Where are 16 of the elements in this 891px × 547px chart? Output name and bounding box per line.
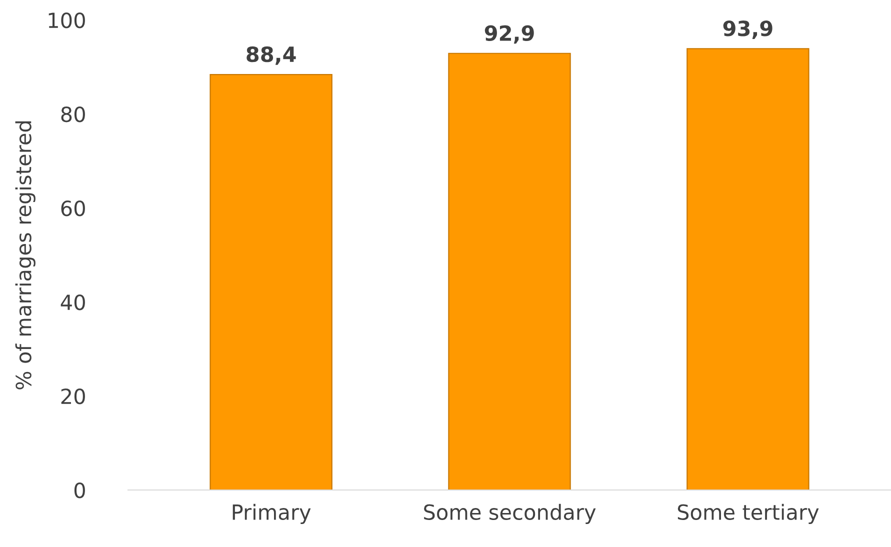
bar [448,52,571,490]
y-tick-label: 40 [60,294,85,310]
x-tick-label: Primary [232,504,311,524]
bar [210,74,332,490]
y-tick-label: 0 [74,482,85,498]
y-tick-label: 60 [61,200,85,216]
x-tick-label: Some secondary [424,504,596,524]
bar [686,48,810,490]
y-axis-title: % of marriages registered [15,121,36,390]
data-label: 92,9 [484,25,534,44]
data-label: 88,4 [246,46,296,65]
y-tick-label: 100 [48,12,85,28]
data-label: 93,9 [723,20,772,39]
x-tick-label: Some tertiary [678,504,819,524]
y-tick-label: 20 [61,388,85,404]
y-tick-label: 80 [61,106,85,122]
